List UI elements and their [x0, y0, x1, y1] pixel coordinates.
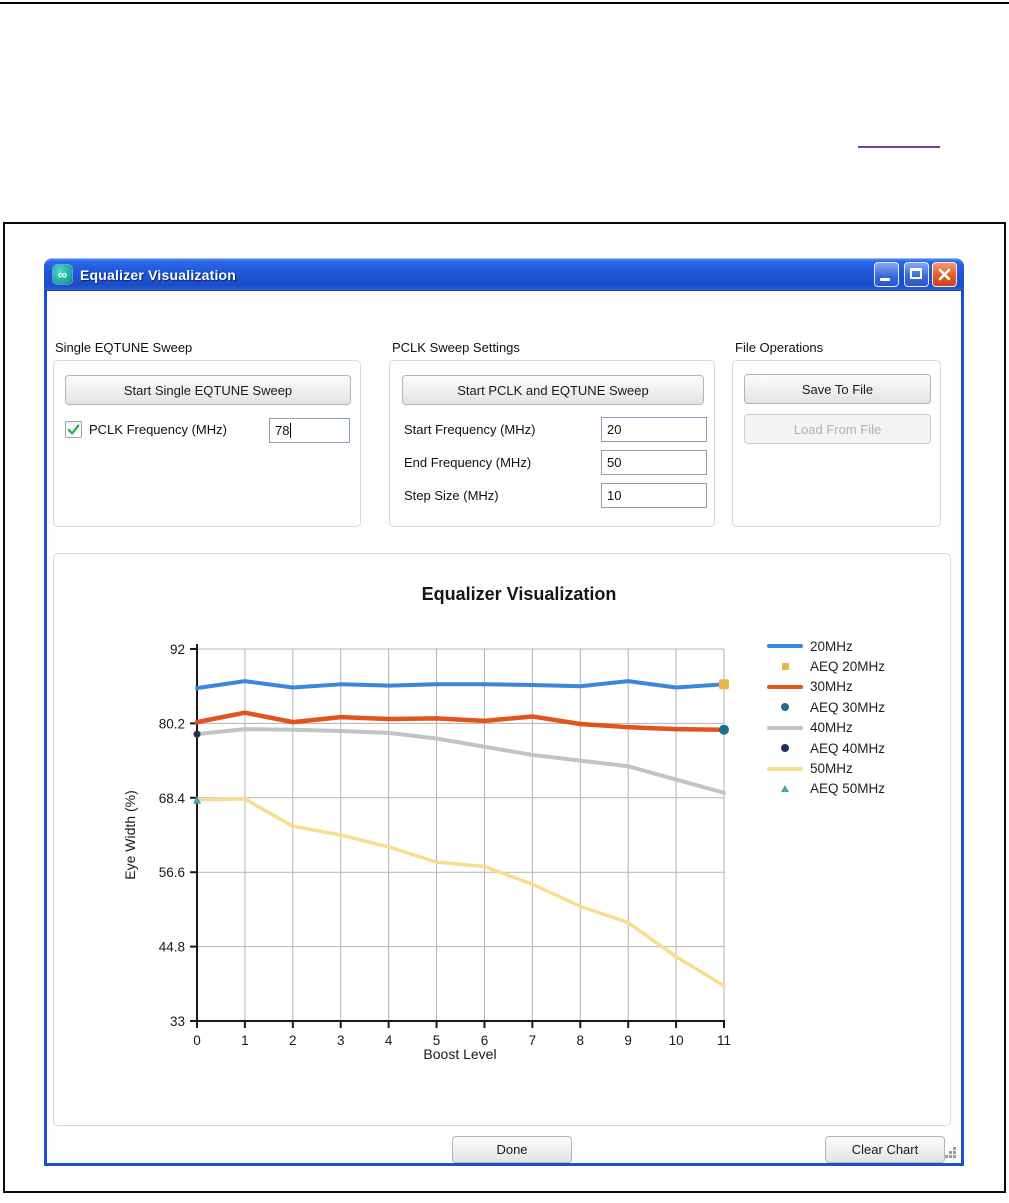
window-body: Single EQTUNE Sweep PCLK Sweep Settings … [44, 291, 964, 1166]
legend-entry: 20MHz [766, 636, 885, 656]
svg-text:4: 4 [385, 1033, 393, 1048]
chart-canvas: 92 80.2 68.4 56.6 44.8 33 0 1 2 3 4 5 6 7 8 9 10 11 [159, 642, 731, 1048]
visited-link-underline[interactable] [858, 146, 940, 148]
chart-panel: Equalizer Visualization Eye Width (%) Bo… [53, 553, 951, 1126]
svg-text:56.6: 56.6 [159, 865, 185, 880]
load-from-file-button[interactable]: Load From File [744, 414, 931, 444]
start-frequency-value: 20 [607, 422, 622, 437]
legend-label: 40MHz [810, 720, 853, 736]
legend-label: AEQ 40MHz [810, 740, 886, 756]
file-operations-group: Save To File Load From File [732, 360, 941, 527]
window-titlebar[interactable]: ∞ Equalizer Visualization [44, 258, 964, 291]
end-frequency-label: End Frequency (MHz) [404, 455, 532, 470]
minimize-icon [880, 278, 890, 281]
step-size-label: Step Size (MHz) [404, 488, 499, 503]
legend-label: 50MHz [810, 761, 853, 777]
svg-text:11: 11 [717, 1033, 731, 1048]
start-frequency-label: Start Frequency (MHz) [404, 422, 536, 437]
maximize-button[interactable] [904, 262, 929, 287]
resize-grip[interactable] [943, 1145, 957, 1159]
file-operations-group-title: File Operations [735, 340, 824, 355]
pclk-frequency-value: 78 [275, 423, 290, 438]
pclk-frequency-label: PCLK Frequency (MHz) [89, 422, 227, 437]
legend-entry: 50MHz [766, 758, 885, 778]
legend-entry: AEQ 50MHz [766, 779, 885, 799]
legend-label: 20MHz [810, 638, 853, 654]
legend-swatch-square-icon [766, 663, 804, 671]
maximize-icon [910, 268, 922, 279]
svg-text:5: 5 [433, 1033, 441, 1048]
legend-swatch-line-icon [766, 684, 804, 689]
legend-swatch-circle-icon [766, 703, 804, 712]
text-caret [290, 423, 292, 438]
svg-text:68.4: 68.4 [159, 791, 186, 806]
close-button[interactable] [932, 262, 957, 287]
single-eqtune-group-title: Single EQTUNE Sweep [55, 340, 193, 355]
legend-label: AEQ 50MHz [810, 781, 886, 797]
single-eqtune-sweep-group: Start Single EQTUNE Sweep PCLK Frequency… [53, 360, 361, 527]
svg-text:3: 3 [337, 1033, 345, 1048]
svg-text:33: 33 [170, 1014, 185, 1029]
legend-swatch-circle-icon [766, 744, 804, 753]
legend-label: AEQ 30MHz [810, 699, 886, 715]
svg-text:80.2: 80.2 [159, 716, 185, 731]
top-border-line [0, 2, 1009, 4]
minimize-button[interactable] [874, 262, 899, 287]
legend-swatch-line-icon [766, 644, 804, 649]
svg-text:9: 9 [624, 1033, 632, 1048]
svg-text:8: 8 [577, 1033, 585, 1048]
legend-label: AEQ 20MHz [810, 659, 886, 675]
end-frequency-value: 50 [607, 455, 622, 470]
check-icon [67, 424, 80, 435]
legend-swatch-line-icon [766, 725, 804, 730]
legend-entry: 40MHz [766, 718, 885, 738]
svg-text:1: 1 [241, 1033, 249, 1048]
legend-entry: 30MHz [766, 677, 885, 697]
done-button[interactable]: Done [452, 1136, 572, 1163]
end-frequency-input[interactable]: 50 [601, 450, 707, 475]
legend-swatch-line-icon [766, 766, 804, 771]
equalizer-visualization-window: ∞ Equalizer Visualization Single EQTUNE … [44, 258, 964, 1166]
svg-text:2: 2 [289, 1033, 297, 1048]
step-size-value: 10 [607, 488, 622, 503]
svg-text:92: 92 [170, 642, 185, 657]
chart-legend: 20MHz AEQ 20MHz 30MHz AEQ 30MHz 40MHz AEQ 40M… [766, 636, 885, 799]
save-to-file-button[interactable]: Save To File [744, 374, 931, 404]
pclk-frequency-checkbox[interactable] [65, 421, 82, 438]
close-icon [938, 268, 951, 281]
legend-swatch-triangle-icon [766, 785, 804, 793]
svg-text:7: 7 [529, 1033, 537, 1048]
window-title: Equalizer Visualization [80, 266, 237, 283]
start-pclk-and-eqtune-sweep-button[interactable]: Start PCLK and EQTUNE Sweep [402, 375, 704, 405]
pclk-sweep-settings-group: Start PCLK and EQTUNE Sweep Start Freque… [389, 360, 715, 527]
app-logo-icon: ∞ [53, 265, 72, 284]
chart-title: Equalizer Visualization [421, 584, 617, 604]
legend-entry: AEQ 30MHz [766, 697, 885, 717]
x-axis-label: Boost Level [423, 1046, 497, 1062]
legend-label: 30MHz [810, 679, 853, 695]
svg-text:44.8: 44.8 [159, 940, 185, 955]
start-frequency-input[interactable]: 20 [601, 417, 707, 442]
step-size-input[interactable]: 10 [601, 483, 707, 508]
pclk-frequency-input[interactable]: 78 [269, 418, 350, 443]
legend-entry: AEQ 20MHz [766, 656, 885, 676]
clear-chart-button[interactable]: Clear Chart [825, 1136, 945, 1163]
svg-text:6: 6 [481, 1033, 489, 1048]
start-single-eqtune-sweep-button[interactable]: Start Single EQTUNE Sweep [65, 375, 351, 405]
svg-text:0: 0 [193, 1033, 201, 1048]
svg-text:10: 10 [669, 1033, 684, 1048]
pclk-sweep-group-title: PCLK Sweep Settings [392, 340, 520, 355]
legend-entry: AEQ 40MHz [766, 738, 885, 758]
